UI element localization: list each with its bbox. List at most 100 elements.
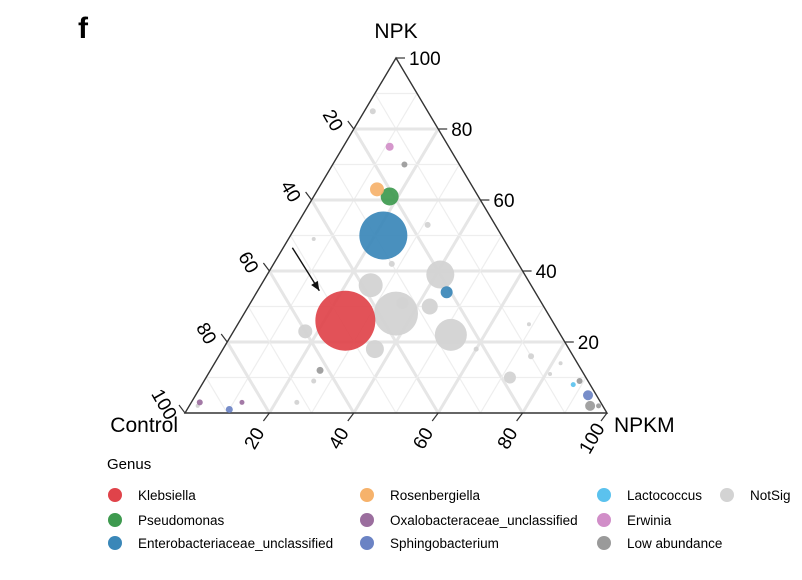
- axis-label-npkm: NPKM: [614, 414, 675, 437]
- point-notsig: [358, 273, 383, 298]
- tick-label-npk: 20: [578, 333, 599, 354]
- point-oxalobacteraceae-unclassified: [196, 399, 203, 406]
- point-notsig: [548, 371, 553, 376]
- tick-mark: [431, 412, 439, 422]
- point-notsig: [558, 361, 563, 366]
- grid-line: [436, 270, 524, 414]
- legend-label-notsig: NotSig: [750, 488, 791, 503]
- point-notsig: [528, 353, 535, 360]
- grid-line: [479, 306, 545, 414]
- point-notsig: [374, 291, 418, 336]
- axis-label-control: Control: [110, 414, 178, 437]
- point-low-abundance: [576, 378, 583, 385]
- point-notsig: [473, 346, 479, 352]
- grid-line: [374, 93, 566, 414]
- panel-label: f: [78, 12, 89, 45]
- point-low-abundance: [596, 403, 602, 409]
- annotations: [291, 247, 320, 292]
- ternary-frame: [183, 56, 609, 414]
- legend-label-sphingobacterium: Sphingobacterium: [390, 536, 499, 551]
- grid-line: [226, 93, 418, 414]
- point-oxalobacteraceae-unclassified: [239, 399, 245, 405]
- tick-label-npkm: 40: [325, 424, 354, 453]
- point-notsig: [434, 318, 467, 351]
- legend-swatch-enterobacteriaceae-unclassified: [108, 536, 122, 550]
- point-rosenbergiella: [370, 182, 385, 197]
- point-low-abundance: [401, 161, 408, 168]
- legend-swatch-notsig: [720, 488, 734, 502]
- tick-label-npk: 100: [409, 49, 441, 70]
- legend-swatch-lactococcus: [597, 488, 611, 502]
- tick-mark: [305, 191, 313, 201]
- grid-line: [521, 341, 567, 414]
- grid-line: [564, 377, 587, 414]
- legend-label-pseudomonas: Pseudomonas: [138, 513, 225, 528]
- axis-label-npk: NPK: [374, 20, 417, 43]
- legend-swatch-sphingobacterium: [360, 536, 374, 550]
- point-sphingobacterium: [583, 390, 594, 401]
- legend-label-erwinia: Erwinia: [627, 513, 672, 528]
- legend-label-oxalobacteraceae-unclassified: Oxalobacteraceae_unclassified: [390, 513, 578, 528]
- point-pseudomonas: [380, 187, 399, 206]
- legend-label-low-abundance: Low abundance: [627, 536, 722, 551]
- tick-mark: [262, 412, 270, 422]
- point-notsig: [396, 296, 409, 309]
- point-notsig: [365, 340, 384, 359]
- legend-label-enterobacteriaceae-unclassified: Enterobacteriaceae_unclassified: [138, 536, 333, 551]
- tick-label-npkm: 80: [494, 424, 523, 453]
- tick-label-control: 40: [276, 177, 305, 206]
- tick-label-npkm: 20: [241, 424, 270, 453]
- legend-label-lactococcus: Lactococcus: [627, 488, 702, 503]
- grid-line: [311, 164, 460, 414]
- point-low-abundance: [585, 400, 596, 411]
- point-low-abundance: [316, 366, 324, 374]
- legend-title: Genus: [107, 456, 151, 473]
- tick-mark: [220, 333, 228, 343]
- point-notsig: [388, 260, 395, 267]
- data-points: [195, 108, 602, 413]
- tick-mark: [347, 412, 355, 422]
- tick-label-control: 20: [318, 106, 347, 135]
- legend-swatch-low-abundance: [597, 536, 611, 550]
- grid-line: [247, 306, 313, 414]
- tick-label-npk: 60: [493, 191, 514, 212]
- tick-label-control: 60: [233, 248, 262, 277]
- legend-swatch-erwinia: [597, 513, 611, 527]
- tick-label-npkm: 60: [409, 424, 438, 453]
- grid-line: [332, 164, 481, 414]
- tick-label-npk: 80: [451, 120, 472, 141]
- tick-mark: [600, 412, 608, 422]
- tick-label-npk: 40: [536, 262, 557, 283]
- point-notsig: [421, 298, 438, 315]
- legend-swatch-pseudomonas: [108, 513, 122, 527]
- grid-line: [205, 377, 228, 414]
- point-notsig: [298, 324, 313, 339]
- legend-swatch-rosenbergiella: [360, 488, 374, 502]
- point-notsig: [311, 378, 317, 384]
- point-notsig: [369, 108, 376, 115]
- point-lactococcus: [570, 382, 576, 388]
- point-notsig: [424, 221, 431, 228]
- point-notsig: [294, 399, 300, 405]
- point-enterobacteriaceae-unclassified: [359, 211, 408, 260]
- point-notsig: [503, 371, 516, 384]
- arrow-head: [311, 280, 320, 291]
- tick-mark: [262, 262, 270, 272]
- point-notsig: [426, 260, 455, 289]
- point-notsig: [526, 322, 531, 327]
- legend-swatch-klebsiella: [108, 488, 122, 502]
- legend-swatch-oxalobacteraceae-unclassified: [360, 513, 374, 527]
- tick-label-control: 80: [191, 319, 220, 348]
- tick-label-npkm: 100: [576, 420, 610, 458]
- point-notsig: [311, 237, 316, 242]
- ternary-ticks: [178, 57, 608, 422]
- point-sphingobacterium: [225, 405, 233, 413]
- point-enterobacteriaceae-unclassified: [440, 286, 453, 299]
- grid-line: [225, 341, 271, 414]
- legend: Genus Klebsiella Pseudomonas Enterobacteri…: [107, 456, 791, 551]
- point-erwinia: [385, 142, 394, 151]
- tick-mark: [178, 404, 186, 414]
- tick-mark: [347, 120, 355, 130]
- legend-label-klebsiella: Klebsiella: [138, 488, 196, 503]
